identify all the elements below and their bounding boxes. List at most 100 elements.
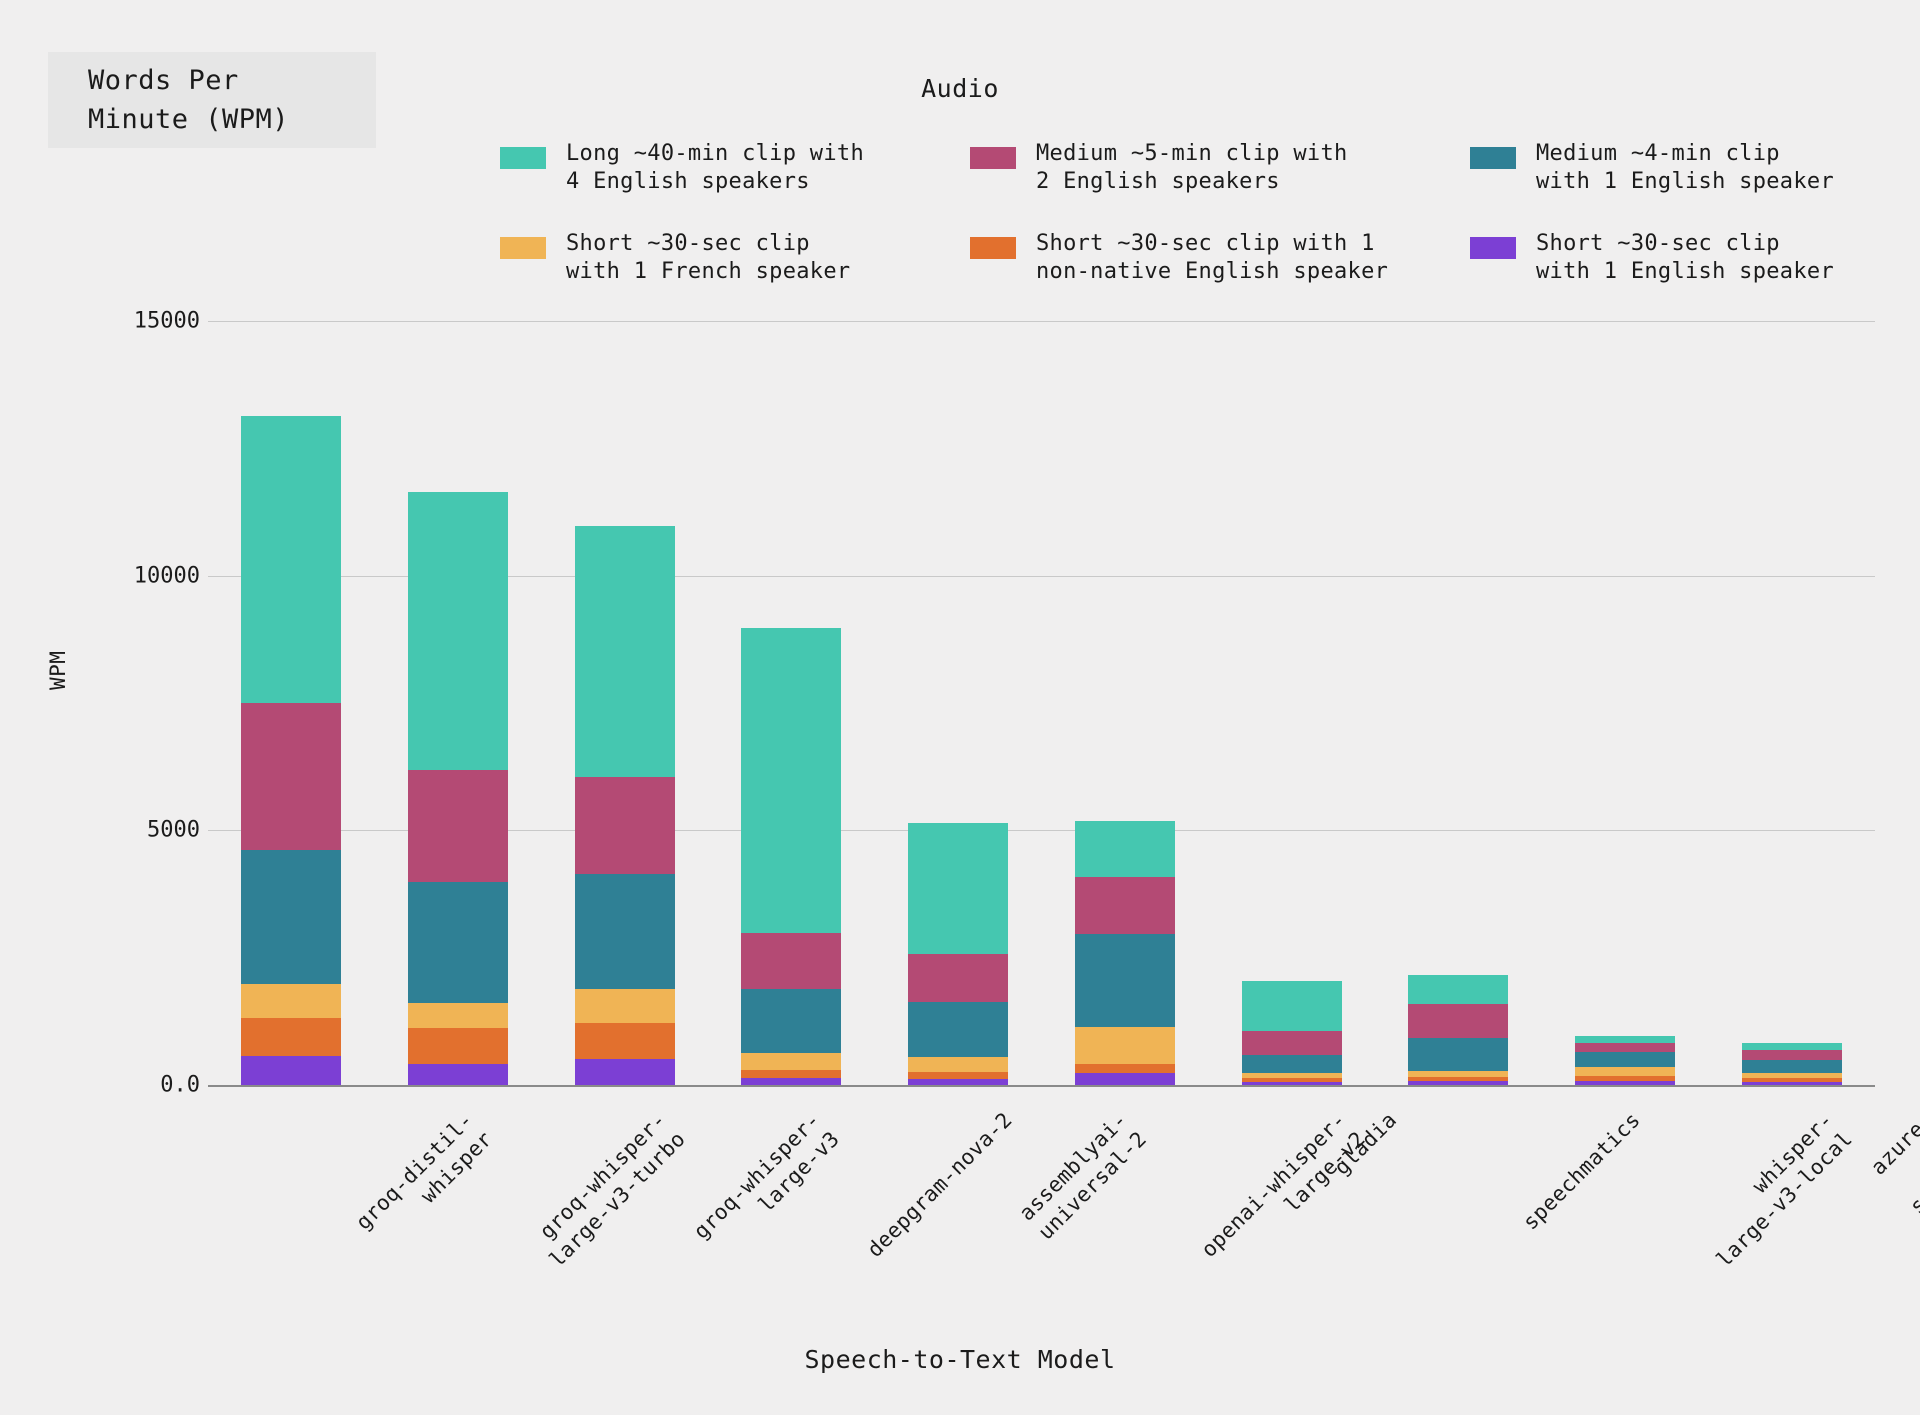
legend-item-medium-5min[interactable]: Medium ~5-min clip with 2 English speake… — [970, 140, 1470, 196]
bar-segment[interactable] — [1574, 1081, 1675, 1085]
bar-segment[interactable] — [408, 769, 509, 882]
bar-segment[interactable] — [241, 1056, 342, 1085]
legend-swatch-icon — [500, 237, 546, 260]
legend-title: Audio — [921, 74, 999, 103]
gridline — [208, 830, 1875, 832]
bar-stack[interactable] — [1741, 1043, 1842, 1085]
y-axis-tick-label: 5000 — [147, 817, 200, 843]
bar-segment[interactable] — [241, 1017, 342, 1057]
bar-segment[interactable] — [908, 1079, 1009, 1085]
y-axis-label: WPM — [46, 650, 70, 690]
bar-segment[interactable] — [408, 881, 509, 1004]
bar-segment[interactable] — [574, 1022, 675, 1060]
bar-segment[interactable] — [1074, 1064, 1175, 1074]
bar-segment[interactable] — [908, 1001, 1009, 1058]
x-axis-tick-label: azure-ai-speech — [1865, 1107, 1920, 1219]
x-axis-tick-label: assemblyai- universal-2 — [1014, 1107, 1152, 1245]
bar-segment[interactable] — [1741, 1043, 1842, 1051]
page-title: Words Per Minute (WPM) — [88, 64, 290, 135]
bar-segment[interactable] — [1741, 1050, 1842, 1060]
bar-segment[interactable] — [741, 1052, 842, 1070]
bar-segment[interactable] — [1408, 1076, 1509, 1082]
legend-item-short-nonnative[interactable]: Short ~30-sec clip with 1 non-native Eng… — [970, 230, 1470, 286]
legend-item-short-french[interactable]: Short ~30-sec clip with 1 French speaker — [500, 230, 970, 286]
bar-segment[interactable] — [1574, 1042, 1675, 1052]
bar-segment[interactable] — [1074, 933, 1175, 1027]
bar-segment[interactable] — [1241, 1030, 1342, 1055]
bar-segment[interactable] — [1074, 1026, 1175, 1065]
bar-segment[interactable] — [574, 777, 675, 874]
bar-segment[interactable] — [241, 850, 342, 984]
bar-stack[interactable] — [241, 415, 342, 1085]
x-axis-tick-label: groq-whisper- large-v3-turbo — [534, 1107, 691, 1273]
bar-segment[interactable] — [1574, 1051, 1675, 1067]
bar-segment[interactable] — [1408, 975, 1509, 1004]
legend-item-label: Short ~30-sec clip with 1 French speaker — [566, 231, 851, 285]
bar-stack[interactable] — [1408, 975, 1509, 1085]
bar-segment[interactable] — [1074, 1073, 1175, 1085]
x-axis-tick-label: speechmatics — [1518, 1107, 1646, 1235]
bar-segment[interactable] — [741, 1077, 842, 1085]
bar-segment[interactable] — [241, 415, 342, 703]
y-axis-tick-label: 15000 — [133, 308, 200, 334]
bar-segment[interactable] — [241, 702, 342, 851]
bar-segment[interactable] — [908, 954, 1009, 1002]
legend-item-medium-4min[interactable]: Medium ~4-min clip with 1 English speake… — [1470, 140, 1880, 196]
bar-segment[interactable] — [1741, 1077, 1842, 1082]
bar-segment[interactable] — [241, 983, 342, 1018]
bar-segment[interactable] — [1241, 1078, 1342, 1082]
legend-swatch-icon — [1470, 147, 1516, 169]
bar-segment[interactable] — [1741, 1059, 1842, 1073]
bar-stack[interactable] — [1241, 980, 1342, 1085]
bar-segment[interactable] — [741, 627, 842, 934]
bar-segment[interactable] — [908, 823, 1009, 955]
bar-stack[interactable] — [408, 491, 509, 1085]
bar-segment[interactable] — [1074, 820, 1175, 878]
bar-segment[interactable] — [1574, 1035, 1675, 1043]
bar-segment[interactable] — [1574, 1066, 1675, 1077]
legend-item-label: Medium ~4-min clip with 1 English speake… — [1536, 141, 1834, 195]
bar-segment[interactable] — [408, 1003, 509, 1028]
bar-segment[interactable] — [574, 873, 675, 990]
legend-item-short-english[interactable]: Short ~30-sec clip with 1 English speake… — [1470, 230, 1880, 286]
bar-segment[interactable] — [1741, 1081, 1842, 1085]
bar-segment[interactable] — [1574, 1076, 1675, 1082]
legend-item-long-40min[interactable]: Long ~40-min clip with 4 English speaker… — [500, 140, 970, 196]
bar-segment[interactable] — [574, 1059, 675, 1085]
y-axis-tick-label: 0.0 — [160, 1072, 200, 1098]
legend-swatch-icon — [1470, 237, 1516, 260]
bar-segment[interactable] — [1241, 1073, 1342, 1079]
gridline — [208, 321, 1875, 322]
bar-stack[interactable] — [741, 627, 842, 1085]
bar-segment[interactable] — [1241, 980, 1342, 1031]
bar-segment[interactable] — [574, 525, 675, 778]
bar-segment[interactable] — [741, 988, 842, 1053]
x-axis-tick-label: groq-distil- whisper — [351, 1107, 498, 1235]
bar-segment[interactable] — [408, 491, 509, 770]
bar-segment[interactable] — [574, 989, 675, 1023]
bar-segment[interactable] — [908, 1057, 1009, 1072]
bar-segment[interactable] — [1241, 1081, 1342, 1085]
bar-segment[interactable] — [741, 1069, 842, 1078]
bar-segment[interactable] — [408, 1027, 509, 1064]
bar-segment[interactable] — [741, 933, 842, 989]
legend-item-label: Long ~40-min clip with 4 English speaker… — [566, 141, 864, 195]
bar-stack[interactable] — [1074, 820, 1175, 1085]
bar-segment[interactable] — [408, 1063, 509, 1085]
bar-segment[interactable] — [1408, 1003, 1509, 1038]
legend-swatch-icon — [500, 147, 546, 169]
legend-item-label: Short ~30-sec clip with 1 English speake… — [1536, 231, 1834, 285]
x-axis-tick-label: openai-whisper- large-v2 — [1196, 1107, 1370, 1262]
bar-segment[interactable] — [1741, 1072, 1842, 1078]
bar-segment[interactable] — [1408, 1070, 1509, 1077]
bar-stack[interactable] — [574, 525, 675, 1085]
bar-stack[interactable] — [908, 823, 1009, 1085]
x-axis-tick-label: deepgram-nova-2 — [863, 1107, 1018, 1262]
bar-segment[interactable] — [908, 1071, 1009, 1080]
bar-segment[interactable] — [1241, 1054, 1342, 1074]
bar-segment[interactable] — [1074, 877, 1175, 934]
bar-stack[interactable] — [1574, 1035, 1675, 1085]
bar-segment[interactable] — [1408, 1037, 1509, 1071]
bar-segment[interactable] — [1408, 1081, 1509, 1085]
